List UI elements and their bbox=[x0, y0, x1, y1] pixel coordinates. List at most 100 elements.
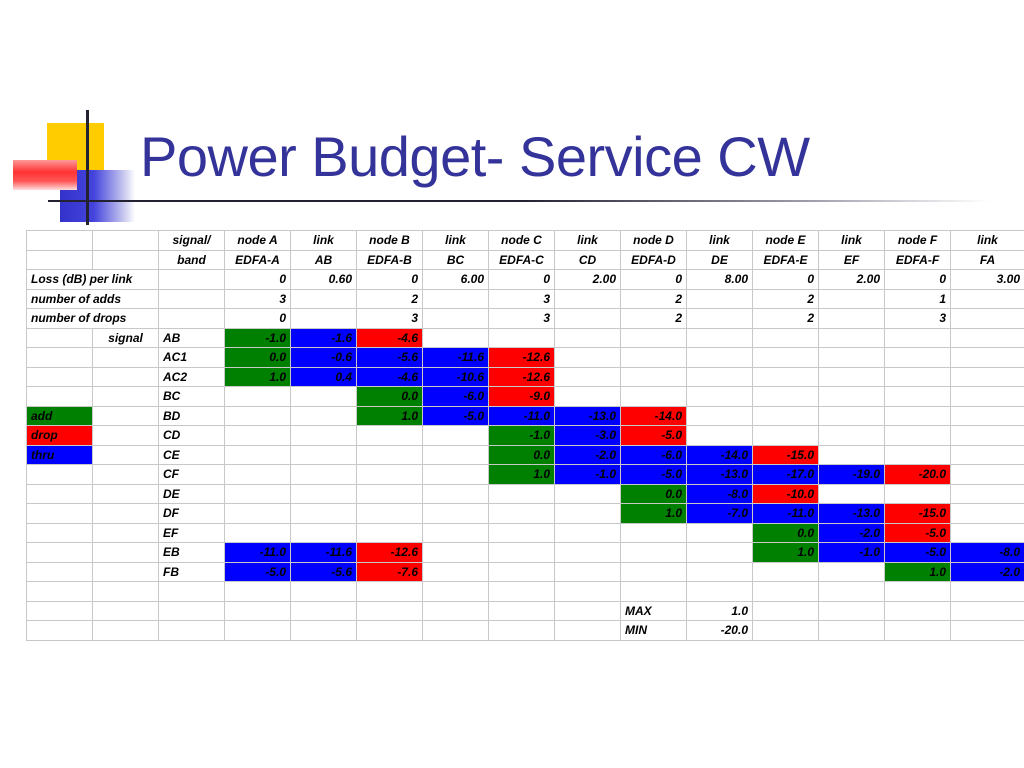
power-cell-thru: -11.0 bbox=[225, 543, 291, 563]
value-cell: 3 bbox=[885, 309, 951, 329]
decor-red-bar bbox=[13, 160, 77, 190]
blank-cell bbox=[753, 621, 819, 641]
summary-value: 1.0 bbox=[687, 601, 753, 621]
value-cell bbox=[423, 289, 489, 309]
band-label: CE bbox=[159, 445, 225, 465]
loss-row: Loss (dB) per link 0 0.60 0 6.00 0 2.00 0 8.00 0 2… bbox=[27, 270, 1024, 290]
blank-cell bbox=[951, 348, 1024, 368]
power-cell-drop: -9.0 bbox=[489, 387, 555, 407]
blank-cell bbox=[555, 562, 621, 582]
power-cell-add: 1.0 bbox=[753, 543, 819, 563]
value-cell: 0 bbox=[621, 270, 687, 290]
power-cell-thru: -5.0 bbox=[423, 406, 489, 426]
blank-cell bbox=[621, 348, 687, 368]
blank-cell bbox=[489, 504, 555, 524]
header-cell: link bbox=[819, 231, 885, 251]
blank-cell bbox=[93, 484, 159, 504]
power-cell-thru: -4.6 bbox=[357, 367, 423, 387]
blank-cell bbox=[291, 484, 357, 504]
blank-cell bbox=[489, 523, 555, 543]
blank-cell bbox=[885, 387, 951, 407]
value-cell bbox=[555, 309, 621, 329]
header-cell: node C bbox=[489, 231, 555, 251]
value-cell bbox=[687, 289, 753, 309]
blank-cell bbox=[951, 406, 1024, 426]
signal-row: DF 1.0 -7.0 -11.0 -13.0 -15.0 bbox=[27, 504, 1024, 524]
header-cell: BC bbox=[423, 250, 489, 270]
header-cell: EDFA-D bbox=[621, 250, 687, 270]
blank-cell bbox=[27, 504, 93, 524]
blank-cell bbox=[27, 582, 93, 602]
blank-cell bbox=[489, 543, 555, 563]
value-cell bbox=[687, 309, 753, 329]
blank-cell bbox=[291, 387, 357, 407]
blank-cell bbox=[819, 445, 885, 465]
blank-cell bbox=[291, 523, 357, 543]
value-cell bbox=[819, 289, 885, 309]
blank-cell bbox=[753, 601, 819, 621]
summary-label: MIN bbox=[621, 621, 687, 641]
value-cell bbox=[423, 309, 489, 329]
blank-cell bbox=[819, 582, 885, 602]
legend-drop: drop bbox=[27, 426, 93, 446]
legend-thru: thru bbox=[27, 445, 93, 465]
blank-cell bbox=[687, 387, 753, 407]
header-cell: node B bbox=[357, 231, 423, 251]
blank-cell bbox=[291, 601, 357, 621]
header-cell: node A bbox=[225, 231, 291, 251]
power-cell-drop: -14.0 bbox=[621, 406, 687, 426]
blank-cell bbox=[753, 562, 819, 582]
header-cell: EDFA-A bbox=[225, 250, 291, 270]
blank-cell bbox=[951, 367, 1024, 387]
blank-cell bbox=[819, 387, 885, 407]
value-cell bbox=[951, 309, 1024, 329]
power-cell-thru: -13.0 bbox=[819, 504, 885, 524]
power-cell-thru: -11.6 bbox=[291, 543, 357, 563]
blank-cell bbox=[687, 562, 753, 582]
signal-label: signal bbox=[93, 328, 159, 348]
blank-cell bbox=[93, 601, 159, 621]
power-cell-thru: -0.6 bbox=[291, 348, 357, 368]
blank-cell bbox=[951, 465, 1024, 485]
blank-cell bbox=[93, 445, 159, 465]
summary-value: -20.0 bbox=[687, 621, 753, 641]
blank-cell bbox=[225, 465, 291, 485]
power-cell-add: 0.0 bbox=[753, 523, 819, 543]
value-cell bbox=[555, 289, 621, 309]
adds-row: number of adds 3 2 3 2 2 1 bbox=[27, 289, 1024, 309]
power-cell-thru: -6.0 bbox=[423, 387, 489, 407]
blank-cell bbox=[885, 445, 951, 465]
blank-cell bbox=[291, 445, 357, 465]
header-cell: node F bbox=[885, 231, 951, 251]
header-cell: signal/ bbox=[159, 231, 225, 251]
drops-row: number of drops 0 3 3 2 2 3 bbox=[27, 309, 1024, 329]
blank-cell bbox=[885, 484, 951, 504]
power-cell-thru: -11.6 bbox=[423, 348, 489, 368]
row-label: number of adds bbox=[27, 289, 159, 309]
signal-row: drop CD -1.0 -3.0 -5.0 bbox=[27, 426, 1024, 446]
blank-cell bbox=[621, 582, 687, 602]
blank-cell bbox=[225, 504, 291, 524]
header-row-bands: band EDFA-A AB EDFA-B BC EDFA-C CD EDFA-D DE EDFA… bbox=[27, 250, 1024, 270]
blank-cell bbox=[27, 367, 93, 387]
header-cell: link bbox=[555, 231, 621, 251]
power-cell-drop: -4.6 bbox=[357, 328, 423, 348]
value-cell: 2.00 bbox=[819, 270, 885, 290]
band-label: EF bbox=[159, 523, 225, 543]
header-cell: link bbox=[951, 231, 1024, 251]
power-cell-drop: -12.6 bbox=[489, 367, 555, 387]
blank-cell bbox=[885, 601, 951, 621]
blank-cell bbox=[291, 426, 357, 446]
power-cell-thru: -5.0 bbox=[621, 465, 687, 485]
blank-cell bbox=[951, 523, 1024, 543]
power-cell-drop: -12.6 bbox=[357, 543, 423, 563]
blank-cell bbox=[819, 562, 885, 582]
blank-cell bbox=[225, 523, 291, 543]
header-cell: EDFA-C bbox=[489, 250, 555, 270]
value-cell: 2.00 bbox=[555, 270, 621, 290]
power-cell-thru: -19.0 bbox=[819, 465, 885, 485]
blank-cell bbox=[357, 523, 423, 543]
band-label: AC2 bbox=[159, 367, 225, 387]
blank-cell bbox=[621, 328, 687, 348]
